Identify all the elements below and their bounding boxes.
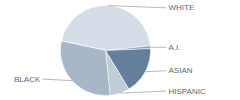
svg-text:HISPANIC: HISPANIC bbox=[169, 87, 206, 96]
svg-text:ASIAN: ASIAN bbox=[169, 66, 193, 75]
svg-text:WHITE: WHITE bbox=[169, 3, 195, 12]
svg-text:A.I.: A.I. bbox=[169, 43, 181, 52]
svg-text:BLACK: BLACK bbox=[14, 75, 41, 84]
